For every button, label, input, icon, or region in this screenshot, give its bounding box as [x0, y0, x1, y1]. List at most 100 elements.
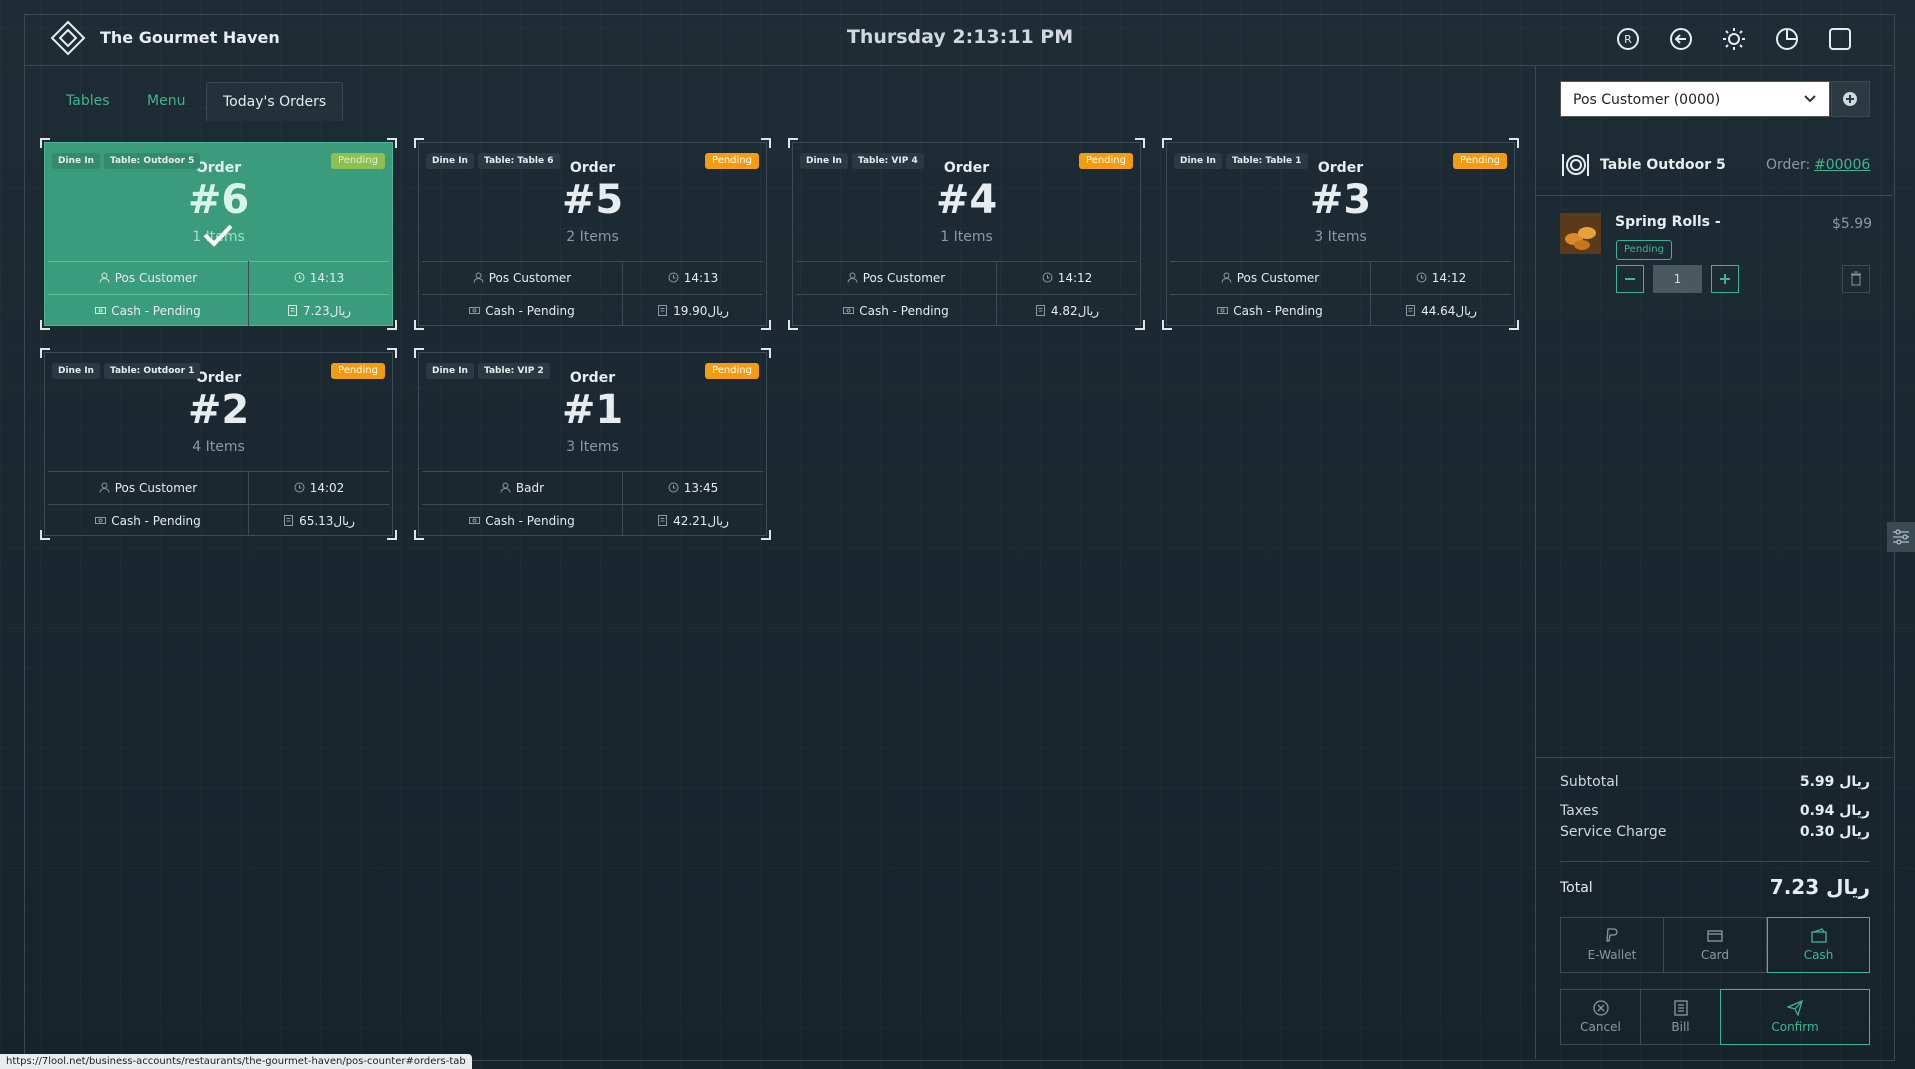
clock-icon: [1042, 272, 1053, 283]
cash-icon: [95, 517, 107, 524]
card-body: [44, 352, 393, 536]
action-button[interactable]: Confirm: [1720, 989, 1870, 1045]
order-time-text: 14:12: [1431, 270, 1467, 285]
card-body: [418, 352, 767, 536]
action-button-label: Confirm: [1771, 1020, 1819, 1034]
logo: [50, 20, 86, 56]
order-total-text: 4.82ريال: [1050, 303, 1100, 318]
order-table: Table: Outdoor 5: [104, 153, 201, 169]
card-body: [418, 142, 767, 326]
person-icon: [847, 272, 858, 283]
order-total-text: 19.90ريال: [673, 303, 729, 318]
order-number[interactable]: #00006: [1814, 157, 1871, 173]
bill-icon: [1406, 305, 1416, 316]
order-total: 19.90ريال: [623, 294, 763, 327]
summary-value: 0.94 ريال: [1799, 803, 1870, 819]
order-payment-text: Cash - Pending: [859, 303, 949, 318]
payment-method-label: E-Wallet: [1587, 948, 1637, 962]
divider: [48, 261, 389, 262]
order-card[interactable]: Order Dine In Table: Outdoor 1 Pending #2 4 I…: [40, 348, 397, 540]
panel-divider: [1535, 65, 1536, 1059]
tab[interactable]: Today's Orders: [206, 82, 344, 121]
divider: [1170, 261, 1511, 262]
order-label: Order: [943, 160, 990, 176]
order-card[interactable]: Order Dine In Table: Table 1 Pending #3 3 Ite…: [1162, 138, 1519, 330]
divider: [996, 261, 997, 326]
cash-icon: [95, 307, 107, 314]
order-card[interactable]: Order Dine In Table: Table 6 Pending #5 2 Ite…: [414, 138, 771, 330]
person-icon: [99, 272, 110, 283]
order-time: 14:12: [1371, 261, 1511, 294]
action-button[interactable]: Bill: [1640, 989, 1721, 1045]
summary-value: 5.99 ريال: [1799, 774, 1870, 790]
order-card[interactable]: Order Dine In Table: VIP 4 Pending #4 1 Items…: [788, 138, 1145, 330]
payment-method[interactable]: Card: [1663, 917, 1767, 973]
divider: [796, 261, 1137, 262]
table-icon: [1562, 154, 1589, 176]
header-divider: [24, 65, 1893, 66]
action-button-icon: [1787, 1000, 1803, 1016]
item-delete[interactable]: [1842, 265, 1870, 293]
person-icon: [1221, 272, 1232, 283]
bill-icon: [284, 515, 294, 526]
action-button-label: Cancel: [1580, 1020, 1621, 1034]
order-time-text: 14:12: [1057, 270, 1093, 285]
divider: [48, 504, 389, 505]
order-table: Table: Outdoor 1: [104, 363, 201, 379]
order-time: 14:02: [249, 471, 389, 504]
divider: [422, 294, 763, 295]
order-customer: Badr: [422, 471, 622, 504]
bill-icon: [658, 305, 668, 316]
order-payment: Cash - Pending: [422, 294, 622, 327]
divider: [1560, 861, 1870, 862]
header-icons[interactable]: R: [1615, 26, 1855, 52]
order-card[interactable]: Order Dine In Table: VIP 2 Pending #1 3 Items…: [414, 348, 771, 540]
status-bar: https://7lool.net/business-accounts/rest…: [0, 1054, 472, 1069]
tab[interactable]: Tables: [66, 93, 110, 109]
qty-minus[interactable]: [1616, 265, 1644, 293]
settings-tab[interactable]: [1887, 522, 1915, 552]
action-button[interactable]: Cancel: [1560, 989, 1641, 1045]
order-time-text: 14:13: [683, 270, 719, 285]
cash-icon: [1217, 307, 1229, 314]
bill-icon: [658, 515, 668, 526]
cash-icon: [469, 517, 481, 524]
order-time: 13:45: [623, 471, 763, 504]
qty-plus[interactable]: [1711, 265, 1739, 293]
order-number: #5: [561, 177, 624, 223]
order-label: Order: [195, 160, 242, 176]
total-label: Total: [1560, 880, 1593, 896]
bill-icon: [1035, 305, 1045, 316]
order-number: #3: [1309, 177, 1372, 223]
order-table: Table: VIP 4: [852, 153, 924, 169]
tab[interactable]: Menu: [147, 93, 186, 109]
divider: [422, 504, 763, 505]
customer-select[interactable]: Pos Customer (0000): [1560, 81, 1830, 117]
action-button-icon: [1592, 1000, 1609, 1016]
payment-method-label: Cash: [1803, 948, 1834, 962]
order-customer: Pos Customer: [1170, 261, 1370, 294]
summary-label: Taxes: [1560, 803, 1599, 819]
order-card[interactable]: Order Dine In Table: Outdoor 5 Pending #6 1 I…: [40, 138, 397, 330]
divider: [1170, 294, 1511, 295]
divider: [796, 294, 1137, 295]
cash-icon: [843, 307, 855, 314]
divider: [248, 471, 249, 536]
order-status: Pending: [1079, 153, 1133, 169]
payment-method[interactable]: Cash: [1767, 917, 1870, 973]
payment-method[interactable]: E-Wallet: [1560, 917, 1664, 973]
item-status: Pending: [1616, 240, 1672, 260]
order-time-text: 13:45: [683, 480, 719, 495]
order-table: Table: VIP 2: [478, 363, 550, 379]
add-customer[interactable]: [1831, 81, 1870, 117]
order-time: 14:13: [623, 261, 763, 294]
divider: [622, 261, 623, 326]
order-customer-text: Pos Customer: [114, 480, 198, 495]
order-customer: Pos Customer: [422, 261, 622, 294]
qty-value[interactable]: 1: [1653, 265, 1702, 293]
order-status: Pending: [705, 363, 759, 379]
payment-method-icon: [1606, 928, 1618, 942]
divider: [48, 471, 389, 472]
divider: [422, 471, 763, 472]
item-price: $5.99: [1832, 216, 1873, 232]
